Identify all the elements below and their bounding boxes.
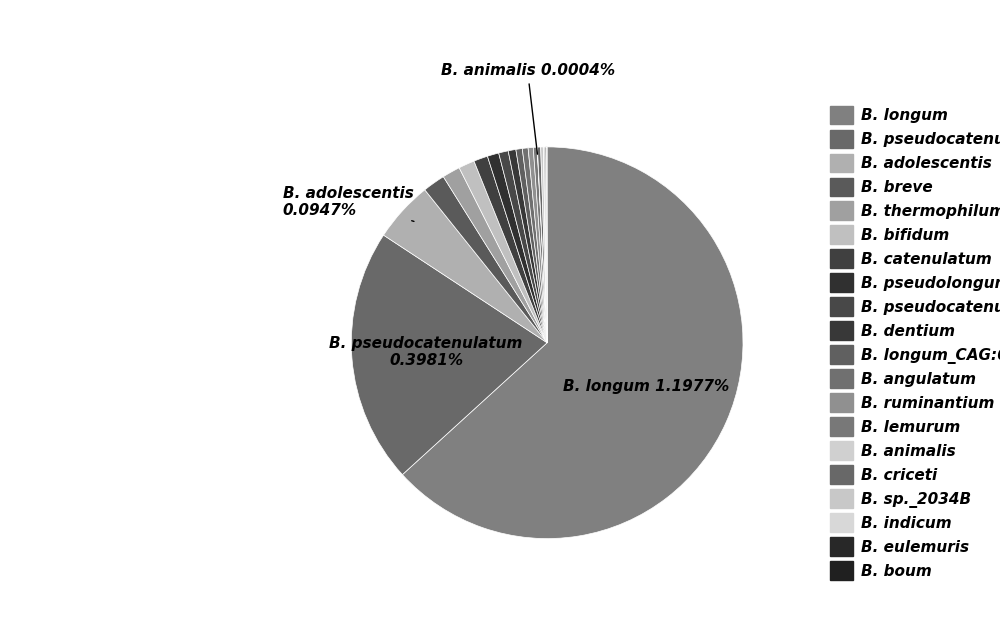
Wedge shape	[543, 147, 547, 343]
Text: B. longum 1.1977%: B. longum 1.1977%	[563, 379, 729, 394]
Wedge shape	[545, 147, 547, 343]
Wedge shape	[516, 149, 547, 343]
Wedge shape	[541, 147, 547, 343]
Wedge shape	[474, 156, 547, 343]
Wedge shape	[443, 168, 547, 343]
Wedge shape	[528, 147, 547, 343]
Wedge shape	[384, 190, 547, 343]
Wedge shape	[508, 149, 547, 343]
Wedge shape	[499, 151, 547, 343]
Text: B. animalis 0.0004%: B. animalis 0.0004%	[441, 63, 615, 154]
Wedge shape	[459, 161, 547, 343]
Text: B. pseudocatenulatum
0.3981%: B. pseudocatenulatum 0.3981%	[329, 336, 523, 369]
Text: B. adolescentis
0.0947%: B. adolescentis 0.0947%	[283, 185, 414, 221]
Legend: B. longum, B. pseudocatenulatum, B. adolescentis, B. breve, B. thermophilum, B. : B. longum, B. pseudocatenulatum, B. adol…	[824, 99, 1000, 586]
Wedge shape	[351, 235, 547, 474]
Wedge shape	[487, 153, 547, 343]
Wedge shape	[537, 147, 547, 343]
Wedge shape	[522, 148, 547, 343]
Wedge shape	[402, 147, 743, 538]
Wedge shape	[425, 177, 547, 343]
Wedge shape	[533, 147, 547, 343]
Wedge shape	[537, 147, 547, 343]
